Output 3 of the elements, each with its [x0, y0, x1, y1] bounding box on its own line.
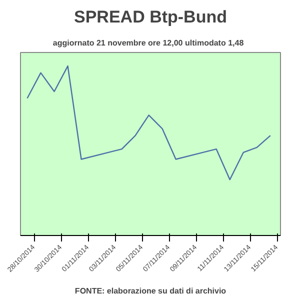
source-note: FONTE: elaborazione su dati di archivio — [74, 286, 226, 296]
chart-subtitle: aggiornato 21 novembre ore 12,00 ultimodato 1,48 — [52, 38, 244, 48]
chart-title: SPREAD Btp-Bund — [74, 8, 227, 26]
